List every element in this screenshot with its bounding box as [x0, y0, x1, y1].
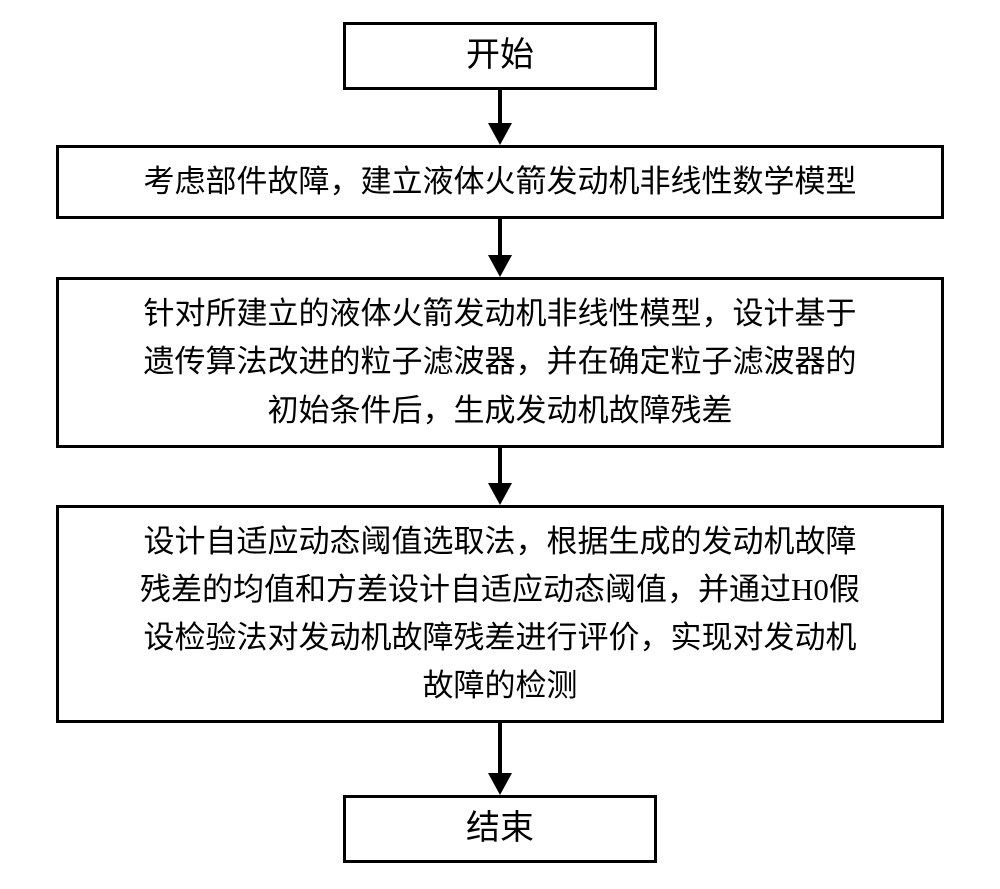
node-start: 开始 [343, 22, 657, 90]
node-end: 结束 [343, 795, 657, 863]
node-step2: 针对所建立的液体火箭发动机非线性模型，设计基于 遗传算法改进的粒子滤波器，并在确… [56, 277, 944, 448]
flowchart-canvas: 开始考虑部件故障，建立液体火箭发动机非线性数学模型针对所建立的液体火箭发动机非线… [0, 0, 1000, 889]
node-step3: 设计自适应动态阈值选取法，根据生成的发动机故障 残差的均值和方差设计自适应动态阈… [56, 505, 944, 723]
arrow-start-to-step1 [498, 90, 502, 125]
arrow-step3-to-end [498, 723, 502, 775]
node-step2-label: 针对所建立的液体火箭发动机非线性模型，设计基于 遗传算法改进的粒子滤波器，并在确… [144, 290, 857, 434]
node-end-label: 结束 [466, 803, 534, 856]
arrow-head-start-to-step1 [488, 123, 512, 145]
arrow-head-step1-to-step2 [488, 255, 512, 277]
arrow-step2-to-step3 [498, 448, 502, 485]
arrow-head-step2-to-step3 [488, 483, 512, 505]
node-step3-label: 设计自适应动态阈值选取法，根据生成的发动机故障 残差的均值和方差设计自适应动态阈… [140, 518, 860, 710]
node-start-label: 开始 [466, 30, 534, 83]
node-step1: 考虑部件故障，建立液体火箭发动机非线性数学模型 [56, 145, 944, 219]
arrow-step1-to-step2 [498, 219, 502, 257]
arrow-head-step3-to-end [488, 773, 512, 795]
node-step1-label: 考虑部件故障，建立液体火箭发动机非线性数学模型 [144, 158, 857, 206]
